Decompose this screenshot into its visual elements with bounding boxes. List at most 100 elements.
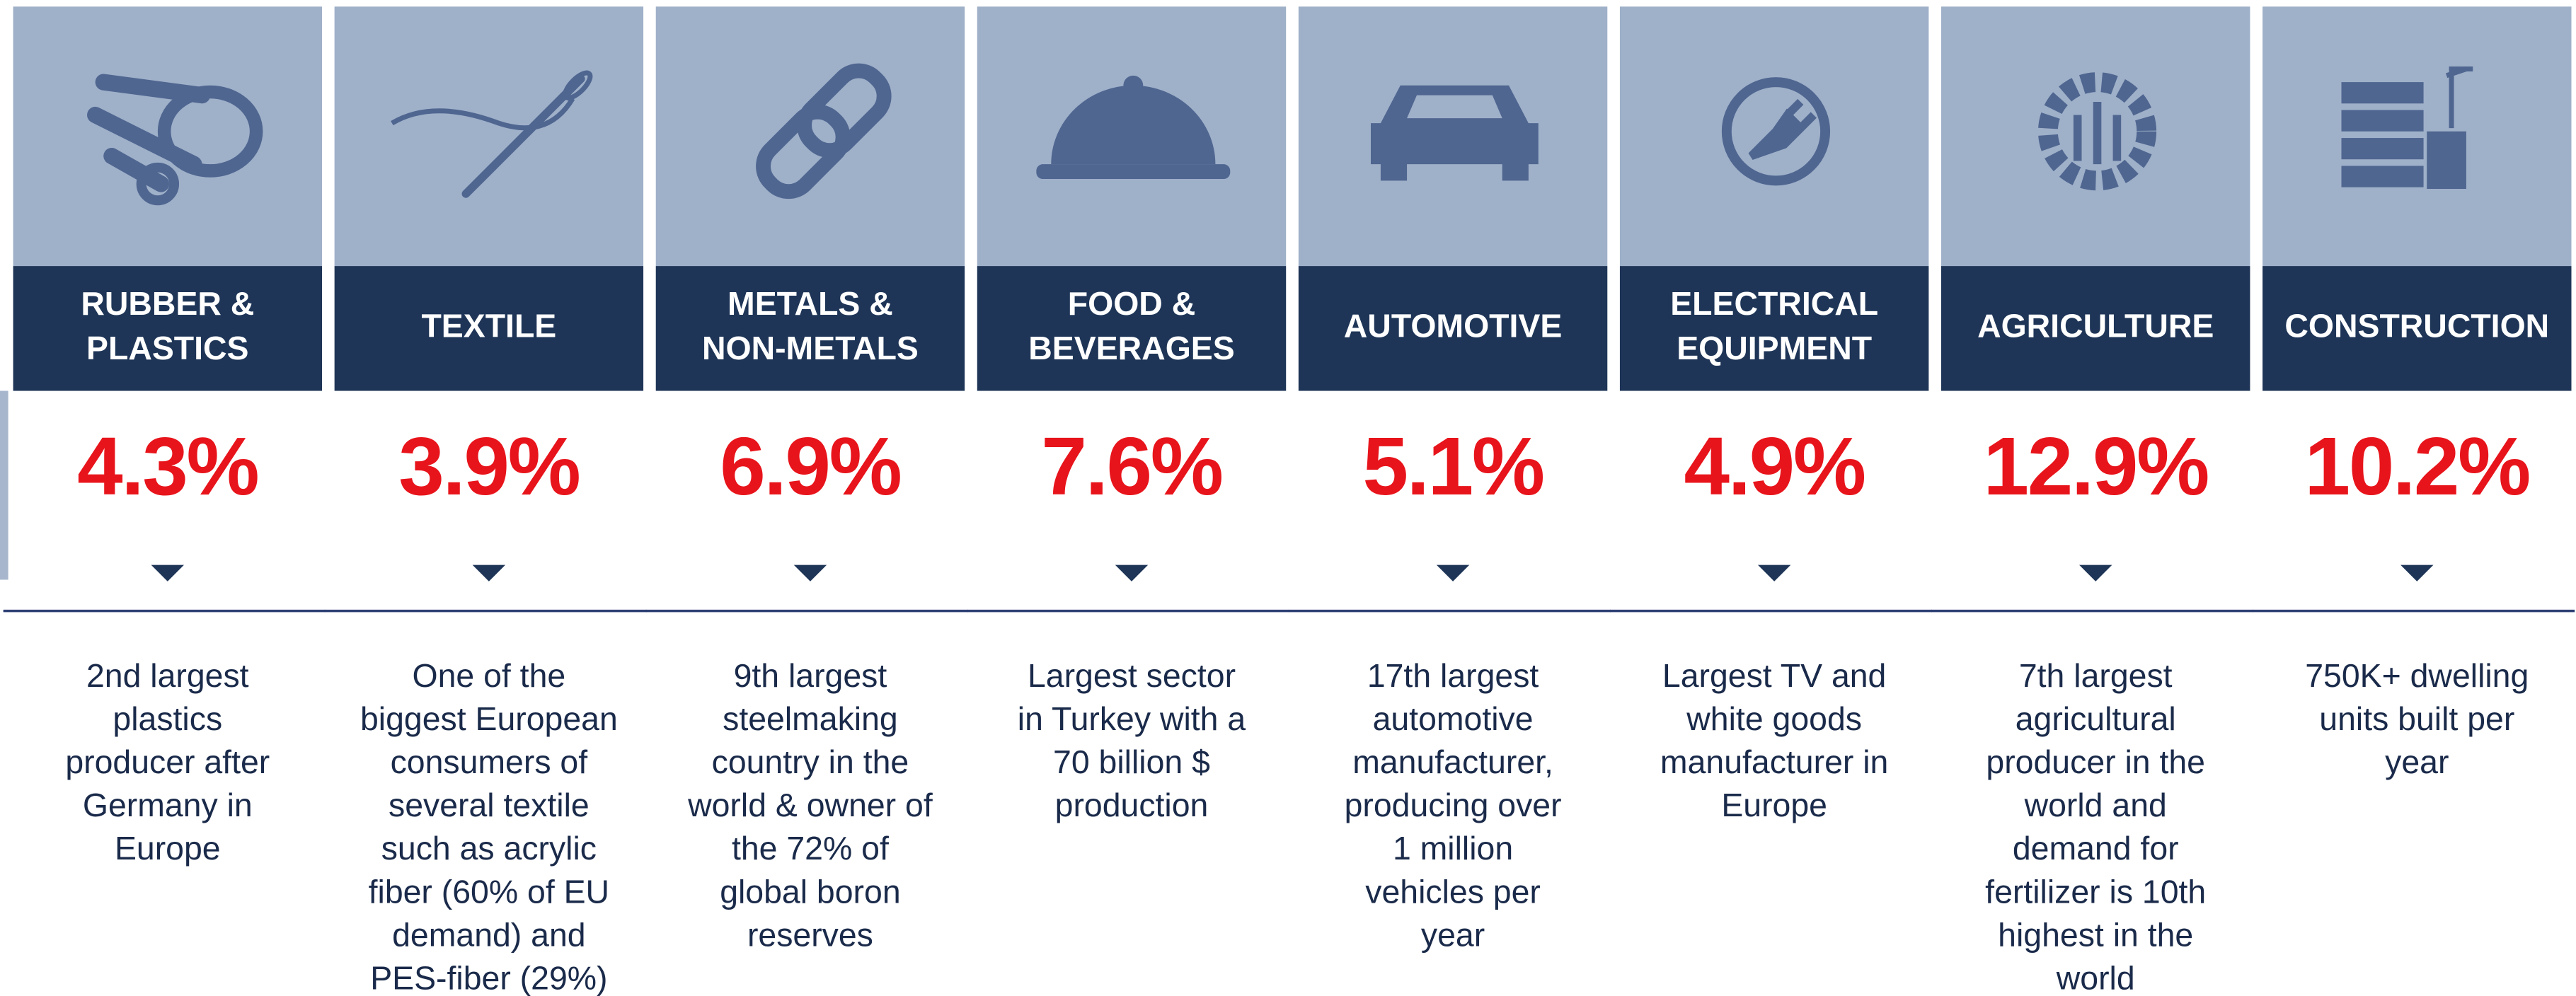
description-line: 2nd largest [86,657,249,694]
sector-icon [2037,72,2157,191]
description-line: consumers of [391,743,588,780]
growth-value: 7.6% [1041,420,1221,512]
pointer-triangle [2400,564,2434,581]
icon-part [461,74,585,198]
icon-part [1123,75,1144,95]
description-line: year [2385,743,2449,780]
description-line: Germany in [83,787,253,823]
icon-part [2341,166,2424,187]
growth-value: 6.9% [720,420,900,512]
pointer-triangle [793,564,827,581]
description-line: the 72% of [732,830,889,867]
description-line: global boron [720,873,900,910]
pointer-triangle [2079,564,2112,581]
description-line: white goods [1686,700,1862,737]
description-line: vehicles per [1365,873,1541,910]
icon-part [2445,66,2473,129]
sector-name: AGRICULTURE [1977,308,2214,344]
description-line: demand for [2013,830,2179,867]
header-panel [1619,266,1929,391]
sector-name: METALS & [728,285,893,322]
description-line: reserves [747,916,873,953]
description-line: 9th largest [734,657,887,694]
description-line: Europe [1721,787,1827,823]
icon-part [1407,95,1502,119]
description-line: Largest TV and [1662,657,1886,694]
growth-value: 4.3% [77,420,258,512]
pointer-triangle [1115,564,1149,581]
icon-part [1721,77,1831,186]
description-line: agricultural [2016,700,2176,737]
icon-part [756,104,851,199]
description-line: world & owner of [687,787,933,823]
header-panel [655,266,965,391]
sector-name: BEVERAGES [1028,330,1234,366]
description-line: year [1421,916,1485,953]
description-line: producer after [65,743,270,780]
description-line: demand) and [392,916,585,953]
sector-name: NON-METALS [702,330,919,366]
pointer-triangle [1436,564,1470,581]
sector-name: FOOD & [1068,285,1195,322]
sector-name: AUTOMOTIVE [1344,308,1563,344]
growth-value: 10.2% [2305,420,2530,512]
header-panel [334,266,644,391]
description-line: 70 billion $ [1053,743,1210,780]
description-line: country in the [712,743,909,780]
growth-value: 5.1% [1362,420,1543,512]
icon-part [2341,110,2424,132]
icon-part [563,70,593,100]
description-line: One of the [412,657,565,694]
icon-part [1380,161,1408,181]
description-line: biggest European [360,700,618,737]
description-line: world and [2024,787,2167,823]
description-line: 7th largest [2019,657,2173,694]
description-line: Europe [115,830,221,867]
icon-part [2341,138,2424,160]
icon-part [2341,82,2424,104]
description-line: 750K+ dwelling [2305,657,2529,694]
icon-panel [334,6,644,267]
icon-part [136,162,180,206]
header-panel [1298,266,1608,391]
sector-name: EQUIPMENT [1677,330,1872,366]
description-line: automotive [1373,700,1534,737]
description-line: fertilizer is 10th [1985,873,2206,910]
description-line: producing over [1345,787,1562,823]
sector-name: TEXTILE [421,308,556,344]
sector-name: ELECTRICAL [1670,285,1878,322]
growth-value: 3.9% [398,420,579,512]
description-line: steelmaking [723,700,898,737]
sector-name: CONSTRUCTION [2284,308,2549,344]
side-accent [0,390,8,580]
icon-part [87,74,211,192]
header-panel [2262,266,2572,391]
icon-part [2037,72,2157,191]
description-line: producer in the [1986,743,2205,780]
sector-icon [756,63,892,199]
description-line: production [1055,787,1209,823]
description-line: 1 million [1393,830,1513,867]
sector-icon [1371,85,1539,181]
sector-icon [2341,66,2473,189]
description-line: 17th largest [1367,657,1539,694]
sector-name: RUBBER & [81,285,254,322]
icon-part [1748,98,1817,161]
pointer-triangle [472,564,506,581]
header-panel [13,266,322,391]
description-line: several textile [389,787,590,823]
icon-part [391,97,575,131]
pointer-triangle [1757,564,1791,581]
description-line: Largest sector [1028,657,1236,694]
description-line: fiber (60% of EU [369,873,609,910]
sector-icon [87,74,263,206]
icon-part [1036,164,1231,180]
pointer-triangle [151,564,184,581]
growth-value: 4.9% [1684,420,1865,512]
icon-part [2427,131,2466,189]
sector-icon [1721,77,1831,186]
sector-icon [1036,75,1231,180]
description-line: units built per [2319,700,2514,737]
icon-panel [2262,6,2572,267]
